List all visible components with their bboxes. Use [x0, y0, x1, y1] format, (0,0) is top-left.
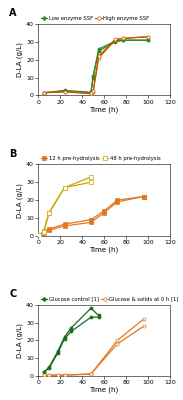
Y-axis label: D-LA (g/L): D-LA (g/L)	[17, 42, 23, 77]
Text: A: A	[9, 8, 17, 18]
Legend: 12 h pre-hydrolysis, 48 h pre-hydrolysis: 12 h pre-hydrolysis, 48 h pre-hydrolysis	[41, 156, 161, 161]
Legend: Glucose control [1], Glucose & solids at 0 h [1]: Glucose control [1], Glucose & solids at…	[41, 296, 179, 301]
Text: C: C	[9, 289, 16, 299]
X-axis label: Time (h): Time (h)	[89, 246, 119, 253]
Y-axis label: D-LA (g/L): D-LA (g/L)	[17, 183, 23, 218]
Legend: Low enzyme SSF, High enzyme SSF: Low enzyme SSF, High enzyme SSF	[41, 16, 150, 21]
Text: B: B	[9, 149, 16, 159]
X-axis label: Time (h): Time (h)	[89, 106, 119, 112]
X-axis label: Time (h): Time (h)	[89, 386, 119, 393]
Y-axis label: D-LA (g/L): D-LA (g/L)	[17, 323, 23, 358]
